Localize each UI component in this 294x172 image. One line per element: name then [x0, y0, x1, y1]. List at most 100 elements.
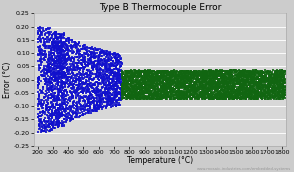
- Point: [244, 96, 248, 98]
- Point: [35, 90, 40, 93]
- Point: [36, 98, 40, 101]
- Point: [43, 83, 48, 85]
- Point: [61, 44, 65, 46]
- Point: [149, 86, 154, 88]
- Point: [176, 88, 181, 91]
- Point: [238, 83, 243, 86]
- Point: [272, 95, 277, 98]
- Point: [208, 72, 213, 75]
- Point: [61, 59, 66, 62]
- Point: [271, 82, 276, 84]
- Point: [181, 94, 186, 96]
- Point: [213, 80, 218, 83]
- Point: [275, 74, 280, 76]
- Point: [208, 81, 213, 84]
- Point: [49, 52, 54, 54]
- Point: [267, 73, 272, 76]
- Point: [186, 86, 191, 89]
- Point: [185, 98, 190, 101]
- Point: [73, 80, 77, 83]
- Point: [175, 86, 180, 89]
- Point: [49, 41, 54, 44]
- Point: [241, 93, 245, 95]
- Point: [59, 82, 64, 84]
- Point: [179, 76, 183, 79]
- Point: [174, 97, 178, 99]
- Point: [103, 89, 108, 92]
- Point: [49, 96, 53, 99]
- Point: [146, 92, 151, 94]
- Point: [84, 81, 89, 84]
- Point: [131, 76, 136, 79]
- Point: [156, 95, 161, 97]
- Point: [149, 80, 154, 83]
- Point: [90, 102, 95, 104]
- Point: [134, 80, 138, 83]
- Point: [132, 88, 137, 91]
- Point: [134, 71, 138, 74]
- Point: [144, 91, 149, 94]
- Point: [78, 69, 83, 72]
- Point: [92, 106, 97, 109]
- Point: [118, 91, 123, 93]
- Point: [165, 84, 170, 86]
- Point: [101, 98, 105, 101]
- Point: [174, 75, 178, 78]
- Point: [218, 80, 223, 83]
- Point: [270, 82, 274, 85]
- Point: [138, 83, 143, 86]
- Point: [139, 71, 144, 73]
- Point: [268, 70, 272, 72]
- Point: [242, 96, 247, 99]
- Point: [235, 78, 240, 80]
- Point: [137, 81, 142, 84]
- Point: [98, 62, 102, 65]
- Point: [84, 63, 89, 66]
- Point: [150, 84, 155, 87]
- Point: [165, 83, 170, 85]
- Point: [205, 81, 210, 84]
- Point: [114, 83, 118, 86]
- Point: [60, 57, 65, 60]
- Point: [174, 94, 178, 97]
- Point: [50, 51, 55, 54]
- Point: [97, 55, 101, 58]
- Point: [244, 80, 249, 83]
- Point: [126, 79, 131, 82]
- Point: [195, 95, 200, 98]
- Point: [54, 76, 59, 79]
- Point: [51, 84, 56, 87]
- Point: [100, 62, 104, 64]
- Point: [151, 69, 156, 72]
- Point: [50, 63, 55, 66]
- Point: [148, 82, 153, 84]
- Point: [181, 71, 186, 73]
- Point: [215, 87, 220, 90]
- Point: [245, 70, 249, 72]
- Point: [117, 87, 122, 90]
- Point: [177, 93, 182, 95]
- Point: [240, 91, 245, 94]
- Point: [118, 93, 122, 95]
- Point: [103, 87, 108, 90]
- Point: [183, 80, 188, 83]
- Point: [53, 91, 57, 94]
- Point: [189, 96, 194, 99]
- Point: [187, 88, 191, 91]
- Point: [55, 72, 60, 74]
- Point: [47, 39, 52, 41]
- Point: [207, 74, 211, 77]
- Point: [222, 81, 227, 84]
- Point: [204, 74, 209, 77]
- Point: [271, 81, 276, 84]
- Point: [54, 72, 58, 74]
- Point: [61, 62, 65, 65]
- Point: [100, 81, 104, 83]
- Point: [253, 79, 258, 81]
- Point: [140, 93, 145, 96]
- Point: [142, 84, 147, 87]
- Point: [122, 75, 127, 78]
- Point: [265, 98, 270, 100]
- Point: [193, 93, 197, 96]
- Point: [148, 97, 153, 100]
